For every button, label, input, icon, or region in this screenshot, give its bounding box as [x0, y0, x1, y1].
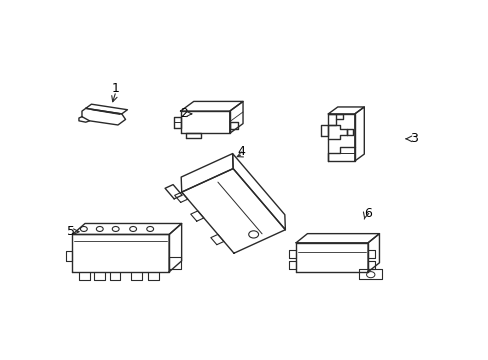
Text: 3: 3 [409, 132, 417, 145]
Text: 1: 1 [112, 82, 120, 95]
Text: 6: 6 [364, 207, 371, 220]
Text: 4: 4 [237, 145, 244, 158]
Text: 5: 5 [66, 225, 75, 238]
Text: 2: 2 [180, 107, 188, 120]
